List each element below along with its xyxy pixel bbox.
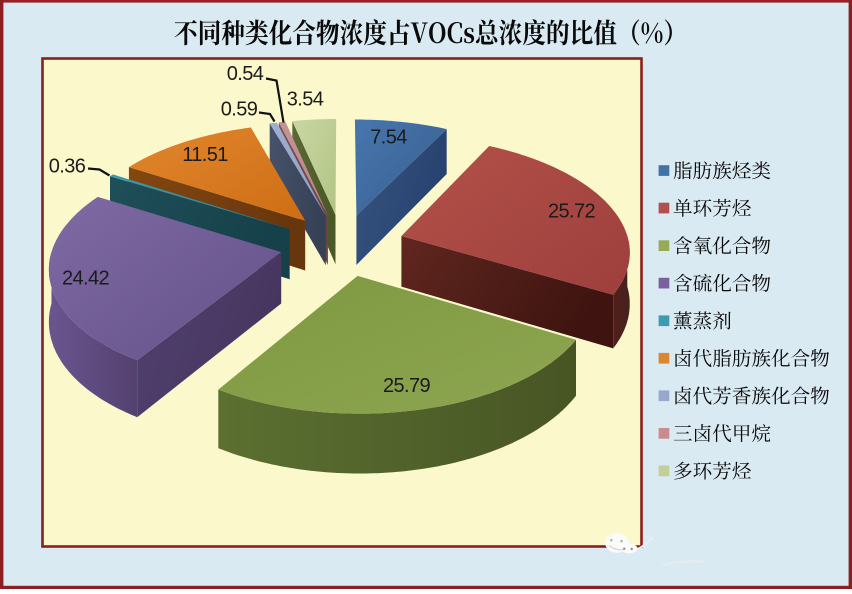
svg-text:25.79: 25.79 — [383, 375, 431, 397]
svg-text:0.36: 0.36 — [49, 155, 86, 177]
svg-text:3.54: 3.54 — [287, 89, 324, 111]
svg-text:0.59: 0.59 — [221, 99, 258, 121]
svg-text:25.72: 25.72 — [548, 201, 596, 223]
svg-text:0.54: 0.54 — [227, 63, 264, 85]
svg-text:11.51: 11.51 — [182, 144, 228, 166]
svg-text:24.42: 24.42 — [62, 268, 110, 290]
svg-text:7.54: 7.54 — [370, 127, 407, 149]
